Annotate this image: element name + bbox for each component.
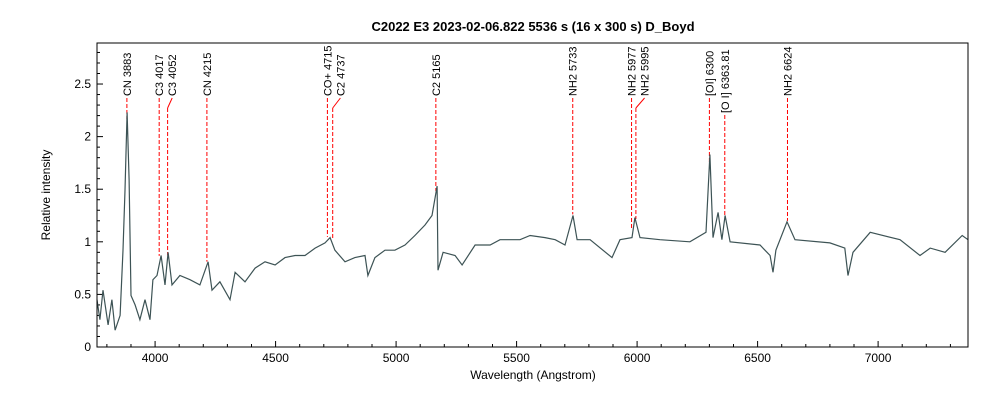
line-marker-connector xyxy=(332,97,341,109)
line-marker-label: C3 4052 xyxy=(167,54,179,96)
x-tick-label: 5000 xyxy=(383,351,410,365)
line-marker-label: NH2 5995 xyxy=(640,46,652,96)
y-tick-label: 1 xyxy=(84,235,91,249)
line-marker-label: C2 5165 xyxy=(431,54,443,96)
y-tick-label: 0.5 xyxy=(74,287,91,301)
x-tick-label: 4500 xyxy=(262,351,289,365)
x-tick-label: 7000 xyxy=(865,351,892,365)
line-marker-label: NH2 5977 xyxy=(627,46,639,96)
line-marker-label: CN 4215 xyxy=(202,53,214,96)
y-tick-label: 2 xyxy=(84,130,91,144)
line-marker-label: [O I] 6363.81 xyxy=(720,49,732,113)
x-tick-label: 6500 xyxy=(744,351,771,365)
line-marker-label: C2 4737 xyxy=(335,54,347,96)
spectrum-line xyxy=(96,112,969,331)
y-tick-label: 2.5 xyxy=(74,77,91,91)
line-marker-label: NH2 5733 xyxy=(568,46,580,96)
axis-ticks: 4000 4500 5000 5500 6000 6500 7000 0 0.5 1 1.5 2 2.5 xyxy=(74,51,951,365)
x-tick-label: 6000 xyxy=(624,351,651,365)
x-axis-title: Wavelength (Angstrom) xyxy=(470,368,596,382)
line-marker-label: CO+ 4715 xyxy=(322,46,334,96)
x-tick-label: 4000 xyxy=(142,351,169,365)
line-marker-connector xyxy=(167,97,173,109)
y-axis-title: Relative intensity xyxy=(39,150,53,241)
line-marker-connector xyxy=(635,97,645,109)
y-tick-label: 0 xyxy=(84,340,91,354)
chart-title: C2022 E3 2023-02-06.822 5536 s (16 x 300… xyxy=(371,19,694,34)
x-tick-label: 5500 xyxy=(503,351,530,365)
line-marker-label: C3 4017 xyxy=(154,54,166,96)
line-marker-label: CN 3883 xyxy=(122,53,134,96)
line-marker-label: [OI] 6300 xyxy=(704,51,716,96)
line-annotations: CN 3883 C3 4017 C3 4052 CN 4215 CO+ 4715 C2 4… xyxy=(122,46,794,262)
plot-frame xyxy=(96,42,969,348)
line-marker-label: NH2 6624 xyxy=(782,46,794,96)
y-tick-label: 1.5 xyxy=(74,182,91,196)
